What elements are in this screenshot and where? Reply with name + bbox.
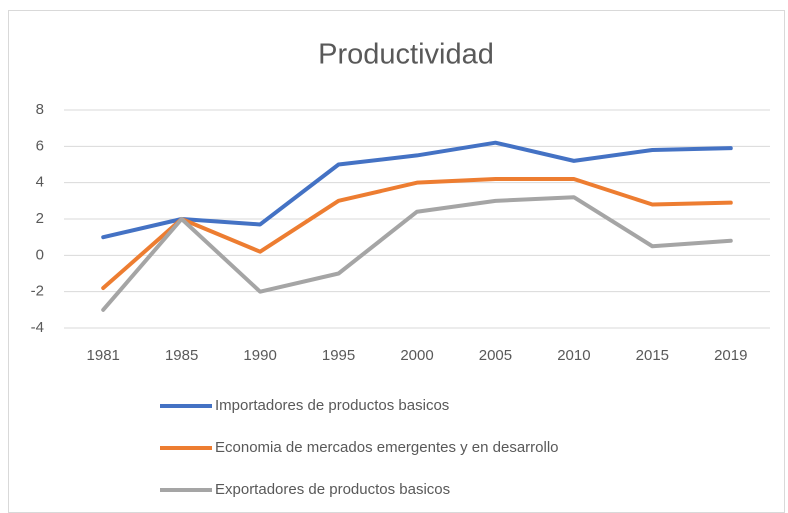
- series-line: [101, 177, 733, 291]
- x-tick-label: 1981: [87, 347, 120, 364]
- x-tick-label: 1995: [322, 347, 355, 364]
- y-tick-label: 2: [36, 210, 44, 227]
- x-tick-label: 2019: [714, 347, 747, 364]
- x-tick-label: 2005: [479, 347, 512, 364]
- y-tick-label: 6: [36, 137, 44, 154]
- y-tick-label: -2: [31, 283, 44, 300]
- chart-title: Productividad: [318, 39, 494, 71]
- chart-frame: [8, 10, 785, 513]
- legend-label: Economia de mercados emergentes y en des…: [215, 439, 559, 456]
- series-line: [101, 140, 733, 240]
- x-tick-label: 2015: [636, 347, 669, 364]
- y-tick-label: -4: [31, 319, 44, 336]
- legend-label: Exportadores de productos basicos: [215, 481, 450, 498]
- y-tick-label: 0: [36, 246, 44, 263]
- x-tick-label: 1990: [243, 347, 276, 364]
- x-tick-label: 2010: [557, 347, 590, 364]
- x-tick-label: 1985: [165, 347, 198, 364]
- series-line: [101, 195, 733, 312]
- y-tick-label: 4: [36, 174, 44, 191]
- y-tick-label: 8: [36, 101, 44, 118]
- legend-label: Importadores de productos basicos: [215, 397, 449, 414]
- x-tick-label: 2000: [400, 347, 433, 364]
